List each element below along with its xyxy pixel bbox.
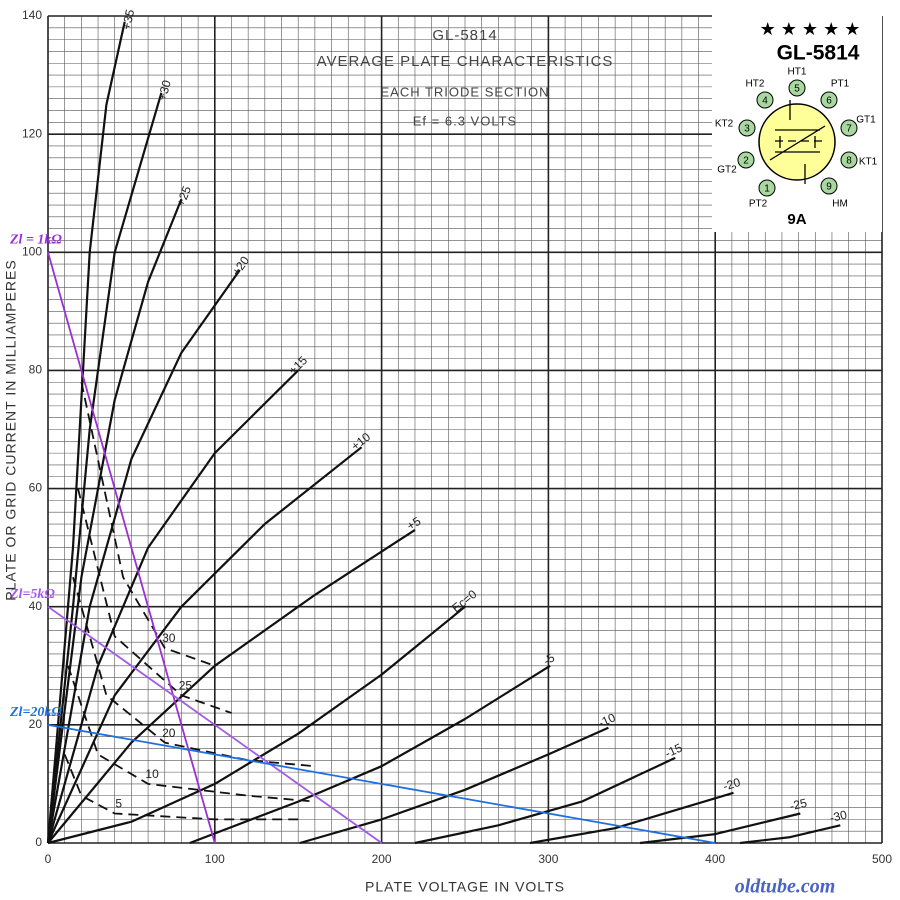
plate-curve — [46, 198, 183, 844]
y-tick-label: 20 — [29, 717, 43, 731]
curve-label: Zl = 1kΩ — [9, 233, 62, 248]
curve-label: Zl=20kΩ — [9, 705, 62, 720]
x-tick-label: 0 — [45, 852, 52, 866]
plate-curve — [189, 664, 551, 845]
base-type: 9A — [787, 211, 806, 228]
pin-number: 1 — [764, 184, 770, 195]
pin-number: 8 — [846, 156, 852, 167]
annotation: EACH TRIODE SECTION — [380, 84, 549, 99]
curve-label: Zl=5kΩ — [9, 587, 55, 602]
x-tick-label: 500 — [872, 852, 892, 866]
pin-number: 5 — [794, 84, 800, 95]
pin-label: GT1 — [856, 115, 876, 126]
curve-label: 25 — [179, 678, 193, 692]
inset-title: GL-5814 — [777, 42, 860, 65]
plate-curve — [46, 269, 241, 844]
load-line — [47, 724, 716, 844]
y-tick-label: 120 — [22, 126, 42, 140]
plate-curve — [47, 528, 416, 844]
plate-curve — [46, 446, 363, 844]
plate-curve — [46, 21, 126, 844]
y-tick-label: 0 — [35, 835, 42, 849]
plate-curve — [63, 754, 299, 821]
plate-curve — [740, 824, 841, 845]
y-tick-label: 140 — [22, 8, 42, 22]
curve-label: +35 — [119, 8, 137, 31]
curve-label: 20 — [162, 726, 176, 740]
plate-curve — [72, 576, 315, 768]
plate-curve — [414, 756, 676, 845]
chart-subtitle: AVERAGE PLATE CHARACTERISTICS — [317, 53, 614, 70]
pin — [820, 91, 838, 109]
pin-number: 6 — [826, 96, 832, 107]
pin — [758, 179, 776, 197]
tube-symbol — [769, 100, 826, 184]
x-axis-label: PLATE VOLTAGE IN VOLTS — [365, 879, 565, 895]
pin-number: 9 — [826, 182, 832, 193]
x-tick-label: 400 — [705, 852, 725, 866]
plate-curve — [299, 726, 609, 845]
pin — [737, 151, 755, 169]
pin-label: HM — [832, 199, 848, 210]
y-axis-label: PLATE OR GRID CURRENT IN MILLIAMPERES — [3, 259, 19, 600]
curve-label: 5 — [115, 797, 122, 811]
pin-label: KT2 — [715, 119, 734, 130]
pin — [820, 177, 838, 195]
plate-curve — [80, 382, 216, 667]
pin — [788, 79, 806, 97]
y-tick-label: 100 — [22, 244, 42, 258]
x-tick-label: 300 — [538, 852, 558, 866]
curve-label: -30 — [828, 807, 848, 825]
pin — [756, 91, 774, 109]
curve-label: 30 — [162, 631, 176, 645]
pin-number: 7 — [846, 124, 852, 135]
y-tick-label: 80 — [29, 363, 43, 377]
curve-label: -15 — [663, 740, 685, 760]
pin-number: 4 — [762, 96, 768, 107]
y-tick-label: 60 — [29, 481, 43, 495]
x-tick-label: 200 — [372, 852, 392, 866]
pin-number: 3 — [744, 124, 750, 135]
curve-label: +30 — [155, 78, 174, 102]
plate-curve — [46, 369, 299, 844]
pin-label: PT1 — [831, 79, 850, 90]
load-line — [47, 605, 383, 844]
watermark: oldtube.com — [735, 876, 836, 898]
pinout-inset: ★ ★ ★ ★ ★ GL-5814 9A 1 PT2 2 GT2 3 KT2 4 HT2 5 HT… — [712, 15, 882, 232]
curve-label: 10 — [145, 767, 159, 781]
plate-curve — [639, 812, 801, 845]
tube-envelope — [758, 103, 836, 181]
pin-label: HT1 — [788, 67, 807, 78]
pin — [840, 119, 858, 137]
chart-title: GL-5814 — [432, 27, 497, 44]
annotation: Ef = 6.3 VOLTS — [413, 113, 517, 128]
pin-number: 2 — [743, 156, 749, 167]
stars: ★ ★ ★ ★ ★ — [760, 19, 861, 39]
plate-curve — [529, 791, 734, 845]
curve-label: -20 — [721, 775, 742, 793]
curve-label: -10 — [596, 710, 618, 730]
curve-label: -25 — [788, 796, 808, 814]
pin-label: HT2 — [746, 79, 765, 90]
pin — [738, 119, 756, 137]
x-tick-label: 100 — [205, 852, 225, 866]
plate-curve — [46, 92, 163, 844]
plate-curve — [77, 488, 232, 714]
load-line — [47, 252, 216, 844]
pin-label: PT2 — [749, 199, 768, 210]
plate-curve — [47, 605, 466, 845]
pin-label: KT1 — [859, 157, 878, 168]
pin — [840, 151, 858, 169]
y-tick-label: 40 — [29, 599, 43, 613]
plate-curve — [67, 665, 315, 803]
pin-label: GT2 — [717, 165, 737, 176]
